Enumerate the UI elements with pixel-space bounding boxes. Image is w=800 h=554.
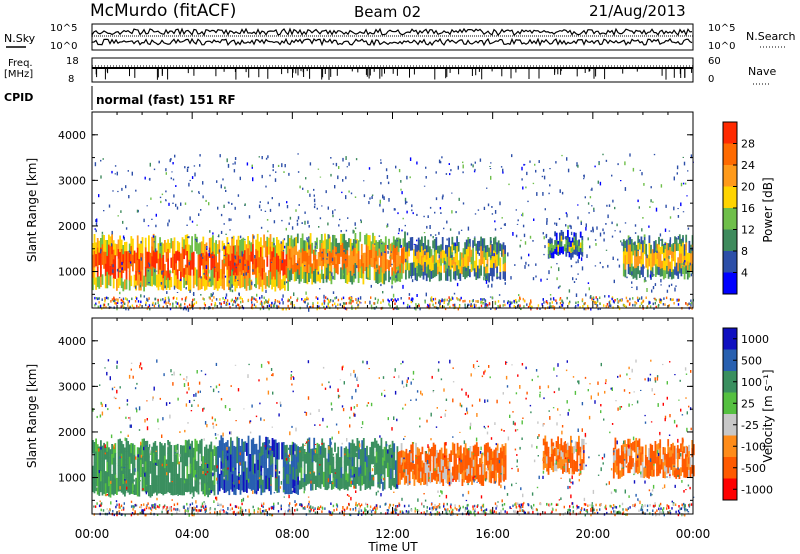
colorbar-tick-label: 4 xyxy=(741,267,748,280)
velocity-colorbar: 1000 500 100 25 -25 -100 -500 -1000 xyxy=(722,327,773,501)
cpid-text: normal (fast) 151 RF xyxy=(96,93,236,107)
colorbar-tick-label: 500 xyxy=(741,354,762,367)
colorbar-tick-label: 8 xyxy=(741,245,748,258)
colorbar-tick-label: 12 xyxy=(741,224,755,237)
colorbar-swatch xyxy=(723,349,737,372)
x-tick-label: 12:00 xyxy=(375,527,410,541)
x-tick-label: 08:00 xyxy=(275,527,310,541)
power-colorbar: 28 24 20 16 12 8 4 xyxy=(722,121,755,295)
x-tick-label: 16:00 xyxy=(475,527,510,541)
y-tick-label: 3000 xyxy=(58,380,86,393)
colorbar-swatch xyxy=(723,122,737,144)
colorbar-swatch xyxy=(723,392,737,415)
power-panel: 1000 2000 3000 4000 Slant Range [km] 28 24 20… xyxy=(25,111,775,312)
nsky-traces xyxy=(91,27,693,47)
nsearch-label: N.Search xyxy=(746,30,796,43)
x-tick-label: 04:00 xyxy=(175,527,210,541)
y-tick-label: 1000 xyxy=(58,472,86,485)
nsearch-tick-bottom: 10^0 xyxy=(708,41,735,52)
power-x-ticks xyxy=(91,112,694,308)
nsearch-tick-top: 10^5 xyxy=(708,23,735,34)
y-tick-label: 1000 xyxy=(58,266,86,279)
nsky-panel-frame xyxy=(91,23,694,51)
date-title: 21/Aug/2013 xyxy=(589,2,686,20)
cpid-label: CPID xyxy=(4,91,33,104)
beam-title: Beam 02 xyxy=(354,3,421,21)
colorbar-tick-label: -100 xyxy=(741,440,766,453)
nave-tick-top: 60 xyxy=(708,56,721,67)
velocity-panel: 1000 2000 3000 4000 00:00 04:00 08:00 12:00 16:… xyxy=(25,317,775,541)
power-y-ticks: 1000 2000 3000 4000 xyxy=(58,129,693,295)
colorbar-tick-label: 16 xyxy=(741,202,755,215)
x-tick-label: 20:00 xyxy=(576,527,611,541)
nave-label: Nave xyxy=(748,65,776,78)
x-tick-label: 00:00 xyxy=(676,527,711,541)
colorbar-swatch xyxy=(723,186,737,209)
colorbar-swatch xyxy=(723,414,737,436)
colorbar-tick-label: 25 xyxy=(741,397,755,410)
power-colorbar-label: Power [dB] xyxy=(761,177,775,242)
colorbar-swatch xyxy=(723,208,737,230)
colorbar-tick-label: -25 xyxy=(741,419,759,432)
colorbar-tick-label: 28 xyxy=(741,138,755,151)
nsky-tick-bottom: 10^0 xyxy=(50,41,77,52)
power-echo-data xyxy=(92,153,694,312)
station-title: McMurdo (fitACF) xyxy=(90,1,236,21)
colorbar-tick-label: -1000 xyxy=(741,483,773,496)
colorbar-swatch xyxy=(723,371,737,393)
colorbar-swatch xyxy=(723,229,737,252)
colorbar-swatch xyxy=(723,272,737,295)
x-axis-label: Time UT xyxy=(367,540,418,554)
y-tick-label: 4000 xyxy=(58,129,86,142)
y-tick-label: 3000 xyxy=(58,174,86,187)
freq-traces xyxy=(92,65,693,80)
freq-label-line1: Freq. xyxy=(8,58,33,69)
colorbar-swatch xyxy=(723,457,737,479)
colorbar-tick-label: 20 xyxy=(741,181,755,194)
freq-tick-bottom: 8 xyxy=(68,74,74,85)
freq-label-line2: [MHz] xyxy=(4,69,33,80)
velocity-y-ticks: 1000 2000 3000 4000 xyxy=(58,335,693,501)
y-tick-label: 4000 xyxy=(58,335,86,348)
colorbar-tick-label: -500 xyxy=(741,462,766,475)
power-y-axis-label: Slant Range [km] xyxy=(25,158,39,262)
velocity-echo-data xyxy=(92,359,695,517)
y-tick-label: 2000 xyxy=(58,220,86,233)
colorbar-swatch xyxy=(723,478,737,501)
x-tick-label: 00:00 xyxy=(75,527,110,541)
velocity-y-axis-label: Slant Range [km] xyxy=(25,364,39,468)
colorbar-swatch xyxy=(723,435,737,458)
colorbar-swatch xyxy=(723,165,737,187)
colorbar-swatch xyxy=(723,143,737,166)
velocity-x-ticks: 00:00 04:00 08:00 12:00 16:00 20:00 00:00 xyxy=(75,318,711,541)
freq-panel-frame xyxy=(91,57,694,83)
nsky-tick-top: 10^5 xyxy=(50,23,77,34)
colorbar-swatch xyxy=(723,328,737,350)
colorbar-tick-label: 100 xyxy=(741,376,762,389)
colorbar-tick-label: 1000 xyxy=(741,333,769,346)
nsky-label: N.Sky xyxy=(4,32,36,45)
y-tick-label: 2000 xyxy=(58,426,86,439)
freq-tick-top: 18 xyxy=(66,56,79,67)
colorbar-tick-label: 24 xyxy=(741,159,755,172)
nave-tick-bottom: 0 xyxy=(708,74,714,85)
velocity-colorbar-label: Velocity [m s⁻¹] xyxy=(761,369,775,462)
colorbar-swatch xyxy=(723,251,737,273)
